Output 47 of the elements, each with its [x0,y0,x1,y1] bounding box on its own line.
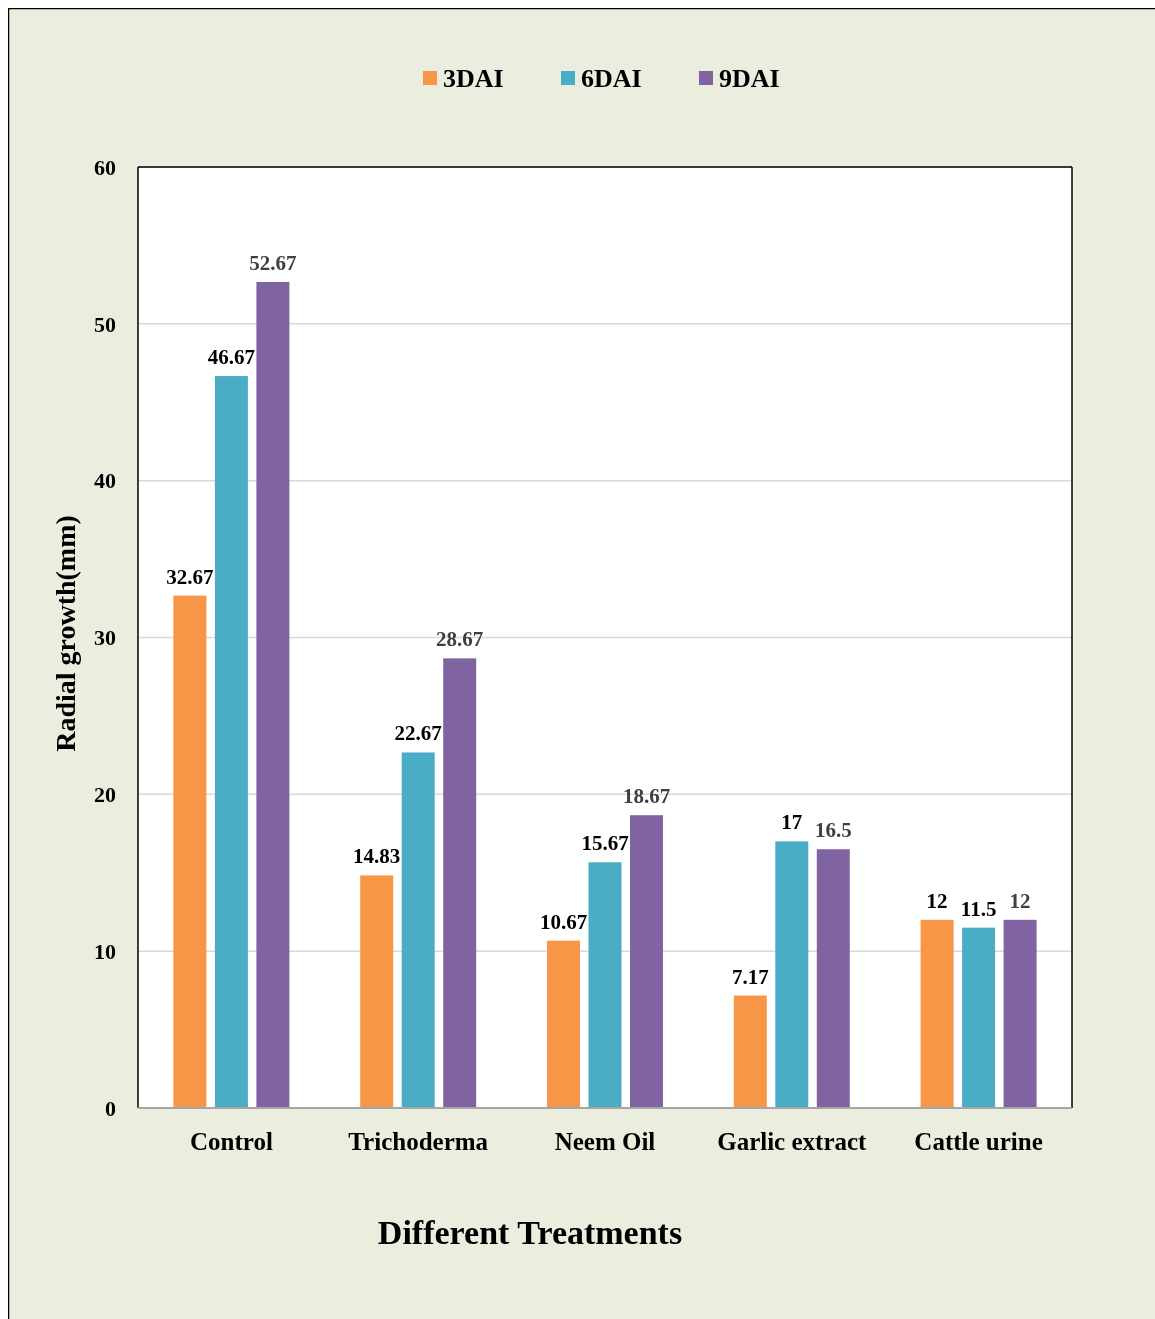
data-label: 52.67 [249,250,297,275]
bar [256,281,290,1108]
bar [816,849,850,1108]
data-label: 11.5 [960,896,997,921]
data-label: 15.67 [581,831,629,856]
legend-label: 3DAI [443,64,504,94]
bar [214,376,248,1108]
x-tick-label: Trichoderma [348,1128,489,1155]
x-tick-label: Neem Oil [554,1128,656,1155]
y-tick-label: 0 [105,1095,116,1121]
data-label: 12 [1009,888,1031,913]
data-label: 18.67 [622,784,671,809]
bar [360,875,394,1108]
y-tick-label: 50 [94,311,116,337]
x-tick-label: Garlic extract [717,1128,868,1155]
bar [443,658,477,1108]
data-label: 7.17 [731,964,769,989]
data-label: 10.67 [539,909,588,934]
bar [962,927,996,1108]
bar [588,862,622,1108]
bar [401,752,435,1108]
data-label: 28.67 [436,627,484,652]
data-label: 22.67 [394,721,442,746]
data-label: 46.67 [207,345,256,370]
x-tick-label: Cattle urine [914,1128,1043,1155]
legend-label: 6DAI [581,64,642,94]
x-tick-label: Control [189,1128,273,1155]
bar [1003,919,1037,1108]
data-label: 17 [781,810,803,835]
y-tick-label: 30 [94,625,116,651]
y-tick-label: 20 [94,782,116,808]
data-label: 32.67 [166,564,214,589]
y-tick-label: 10 [94,938,116,964]
data-label: 14.83 [353,844,401,869]
bar [775,841,809,1108]
bar [733,995,767,1108]
x-axis-title: Different Treatments [377,1214,683,1251]
data-label: 12 [926,888,948,913]
legend-label: 9DAI [719,64,780,94]
y-axis-title: Radial growth(mm) [50,515,81,752]
bar [173,595,207,1108]
y-tick-label: 40 [94,468,116,494]
y-tick-label: 60 [94,154,116,180]
bar [920,919,954,1108]
data-label: 16.5 [814,818,852,843]
bar [547,940,580,1108]
bar [630,815,663,1108]
